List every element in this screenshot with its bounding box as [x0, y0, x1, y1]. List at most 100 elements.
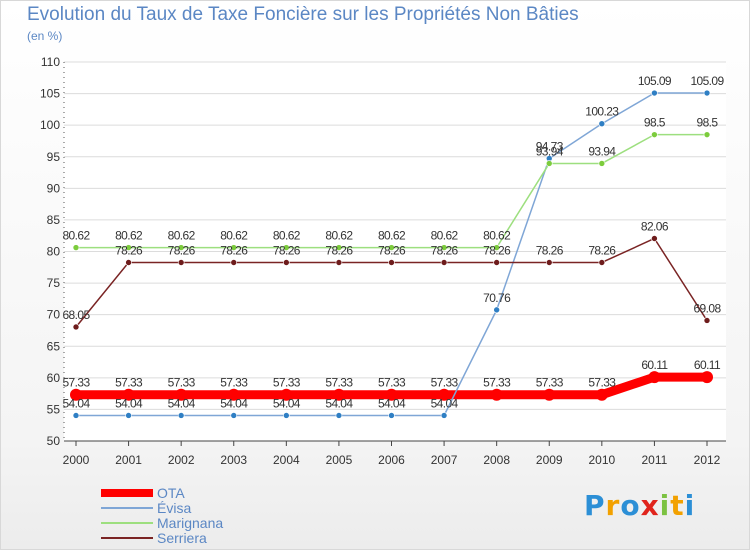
x-tick-label: 2012: [694, 453, 721, 467]
data-label: 78.26: [168, 243, 196, 257]
x-tick-label: 2010: [588, 453, 615, 467]
data-point: [388, 412, 395, 419]
data-label: 78.26: [588, 243, 616, 257]
data-label: 57.33: [115, 376, 143, 390]
data-point: [335, 259, 343, 266]
data-label: 57.33: [273, 376, 301, 390]
data-point: [72, 412, 80, 419]
data-label: 80.62: [62, 229, 90, 243]
data-label: 93.94: [588, 144, 616, 158]
y-tick-label: 110: [41, 55, 60, 69]
data-label: 80.62: [431, 229, 459, 243]
legend-swatch: [101, 537, 153, 539]
x-tick-label: 2001: [115, 453, 142, 467]
data-label: 94.73: [536, 139, 564, 153]
data-point: [651, 235, 658, 242]
data-point: [440, 244, 448, 251]
data-point: [125, 259, 132, 266]
data-label: 100.23: [585, 105, 619, 119]
data-label: 57.33: [220, 376, 248, 390]
data-label: 57.33: [378, 376, 406, 390]
data-point: [701, 371, 713, 384]
logo-letter: P: [584, 489, 606, 522]
y-tick-label: 50: [47, 434, 61, 448]
legend-swatch: [101, 507, 153, 509]
x-tick-label: 2003: [220, 453, 247, 467]
data-point: [332, 388, 345, 401]
data-label: 78.26: [220, 243, 248, 257]
data-label: 54.04: [168, 396, 196, 410]
data-point: [283, 259, 290, 266]
data-label: 54.04: [431, 396, 459, 410]
data-point: [490, 388, 503, 401]
data-point: [493, 259, 500, 266]
data-point: [335, 244, 343, 251]
data-point: [177, 244, 185, 251]
data-point: [230, 259, 238, 266]
data-point: [283, 244, 290, 251]
data-point: [230, 244, 238, 251]
data-label: 54.04: [325, 396, 353, 410]
legend-swatch: [101, 522, 153, 524]
logo-letter: i: [659, 489, 671, 522]
x-tick-label: 2011: [642, 453, 668, 467]
data-label: 105.09: [690, 74, 724, 88]
data-label: 80.62: [325, 229, 353, 243]
data-label: 68.05: [62, 308, 90, 322]
data-point: [598, 160, 606, 167]
data-label: 69.08: [693, 301, 721, 315]
x-tick-label: 2009: [536, 453, 563, 467]
data-label: 57.33: [483, 376, 511, 390]
logo-letter: i: [684, 489, 696, 522]
y-tick-label: 60: [47, 371, 61, 385]
data-label: 54.04: [62, 396, 90, 410]
data-point: [545, 259, 553, 266]
data-label: 57.33: [536, 376, 564, 390]
data-label: 54.04: [220, 396, 248, 410]
data-point: [230, 412, 238, 419]
logo-letter: o: [620, 489, 641, 522]
data-label: 60.11: [694, 358, 721, 372]
data-point: [651, 131, 658, 138]
x-tick-label: 2004: [273, 453, 300, 467]
data-point: [648, 371, 661, 384]
y-tick-label: 70: [47, 308, 61, 322]
data-point: [227, 388, 240, 401]
y-tick-label: 75: [47, 276, 61, 290]
legend-label: Serriera: [157, 530, 207, 546]
data-label: 54.04: [273, 396, 301, 410]
data-label: 98.5: [697, 116, 719, 130]
x-tick-label: 2000: [63, 453, 90, 467]
chart-title: Evolution du Taux de Taxe Foncière sur l…: [27, 4, 579, 25]
data-point: [595, 388, 608, 401]
logo-letter: t: [670, 489, 685, 522]
data-label: 57.33: [325, 376, 353, 390]
data-point: [703, 89, 711, 97]
data-point: [651, 89, 658, 97]
legend-label: Évisa: [157, 500, 192, 516]
y-tick-label: 85: [47, 213, 61, 227]
data-point: [388, 259, 395, 266]
data-label: 105.09: [638, 74, 672, 88]
data-point: [175, 388, 188, 401]
y-tick-label: 65: [47, 339, 61, 353]
data-label: 80.62: [483, 229, 511, 243]
data-point: [122, 388, 135, 401]
data-label: 54.04: [378, 396, 406, 410]
data-label: 80.62: [115, 229, 143, 243]
data-point: [385, 388, 398, 401]
data-label: 54.04: [115, 396, 143, 410]
x-tick-label: 2007: [431, 453, 458, 467]
data-label: 98.5: [644, 116, 666, 130]
data-label: 93.94: [536, 144, 564, 158]
data-point: [543, 388, 556, 401]
y-tick-label: 100: [40, 118, 60, 132]
data-label: 57.33: [431, 376, 459, 390]
legend-swatch: [101, 489, 153, 497]
data-label: 78.26: [483, 243, 511, 257]
data-label: 82.06: [641, 219, 669, 233]
data-point: [598, 259, 606, 266]
data-point: [280, 388, 293, 401]
data-point: [125, 244, 132, 251]
